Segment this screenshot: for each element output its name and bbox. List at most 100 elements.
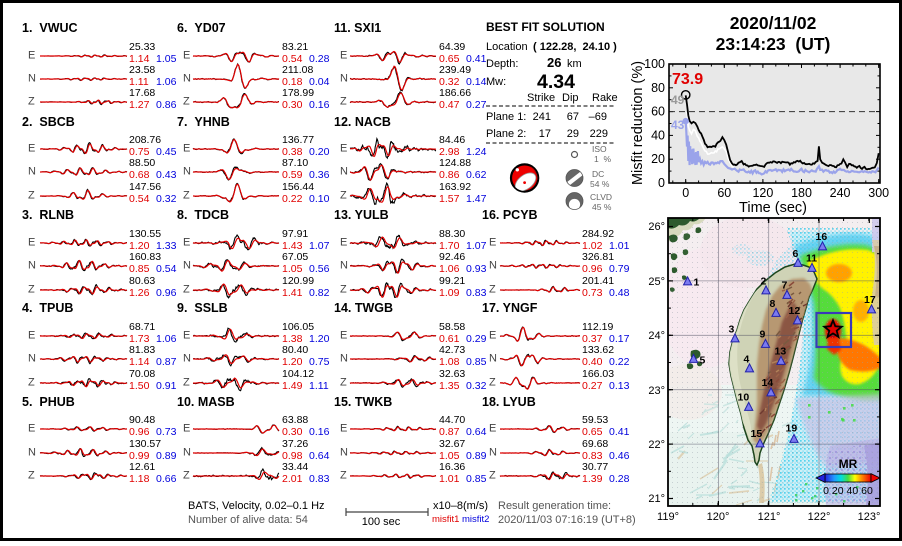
svg-text:37.26: 37.26 <box>282 438 308 450</box>
svg-text:136.77: 136.77 <box>282 134 314 146</box>
svg-text:80: 80 <box>651 81 665 95</box>
svg-text:0.87: 0.87 <box>156 356 177 368</box>
svg-text:0.89: 0.89 <box>466 450 487 462</box>
svg-text:Location: Location <box>486 41 528 53</box>
svg-text:25.33: 25.33 <box>129 41 155 53</box>
svg-text:Z: Z <box>340 284 347 296</box>
svg-text:N: N <box>183 447 191 459</box>
svg-text:33.44: 33.44 <box>282 461 308 473</box>
svg-text:208.76: 208.76 <box>129 134 161 146</box>
svg-text:0.66: 0.66 <box>156 473 177 485</box>
svg-text:1.06: 1.06 <box>156 333 177 345</box>
svg-text:0.82: 0.82 <box>309 287 330 299</box>
svg-text:67: 67 <box>567 111 579 123</box>
svg-text:15. TWKB: 15. TWKB <box>334 395 392 409</box>
svg-text:BATS, Velocity, 0.02–0.1 Hz: BATS, Velocity, 0.02–0.1 Hz <box>188 500 325 512</box>
svg-text:0.73: 0.73 <box>582 287 603 299</box>
svg-text:12. NACB: 12. NACB <box>334 115 391 129</box>
svg-text:13. YULB: 13. YULB <box>334 208 389 222</box>
svg-text:10. MASB: 10. MASB <box>177 395 235 409</box>
svg-text:E: E <box>340 330 347 342</box>
svg-text:26°: 26° <box>648 221 665 233</box>
svg-text:0.59: 0.59 <box>282 169 303 181</box>
svg-text:0.20: 0.20 <box>309 146 330 158</box>
svg-text:80.40: 80.40 <box>282 344 308 356</box>
svg-text:30.77: 30.77 <box>582 461 608 473</box>
svg-text:99.21: 99.21 <box>439 275 465 287</box>
svg-text:1.05: 1.05 <box>282 263 303 275</box>
svg-text:1.41: 1.41 <box>282 287 303 299</box>
svg-text:156.44: 156.44 <box>282 181 314 193</box>
svg-text:MR: MR <box>839 457 858 471</box>
svg-text:CLVD: CLVD <box>590 192 612 202</box>
svg-text:12.61: 12.61 <box>129 461 155 473</box>
svg-text:0.32: 0.32 <box>156 193 177 205</box>
svg-text:284.92: 284.92 <box>582 228 614 240</box>
svg-text:Result generation time:: Result generation time: <box>498 500 611 512</box>
svg-text:2.01: 2.01 <box>282 473 303 485</box>
svg-text:E: E <box>489 330 496 342</box>
svg-text:8: 8 <box>770 298 776 310</box>
svg-text:60: 60 <box>651 105 665 119</box>
svg-text:1.20: 1.20 <box>282 356 303 368</box>
svg-text:16: 16 <box>816 231 828 243</box>
svg-text:23°: 23° <box>648 385 665 397</box>
svg-text:1.05: 1.05 <box>156 53 177 65</box>
svg-text:147.56: 147.56 <box>129 181 161 193</box>
svg-text:4.34: 4.34 <box>537 71 575 93</box>
svg-text:1.24: 1.24 <box>466 146 487 158</box>
svg-text:x10–8(m/s): x10–8(m/s) <box>433 500 488 512</box>
svg-text:1.07: 1.07 <box>309 240 330 252</box>
svg-text:0.36: 0.36 <box>309 169 330 181</box>
svg-text:17. YNGF: 17. YNGF <box>482 301 538 315</box>
svg-text:6: 6 <box>793 248 799 260</box>
svg-text:1 %: 1 % <box>594 154 611 164</box>
svg-text:326.81: 326.81 <box>582 251 614 263</box>
svg-text:92.46: 92.46 <box>439 251 465 263</box>
svg-text:11: 11 <box>806 253 817 265</box>
svg-text:Z: Z <box>183 284 190 296</box>
svg-text:17.68: 17.68 <box>129 87 155 99</box>
svg-text:Z: Z <box>340 190 347 202</box>
svg-text:1. VWUC: 1. VWUC <box>22 21 78 35</box>
svg-text:123°: 123° <box>858 511 881 523</box>
svg-text:Rake: Rake <box>592 92 618 104</box>
svg-text:N: N <box>28 447 36 459</box>
svg-text:84.46: 84.46 <box>439 134 465 146</box>
svg-text:1.06: 1.06 <box>439 263 460 275</box>
svg-text:0.68: 0.68 <box>129 169 150 181</box>
svg-text:4: 4 <box>744 354 750 366</box>
svg-text:0.54: 0.54 <box>282 53 303 65</box>
svg-text:100: 100 <box>644 57 665 71</box>
svg-text:9. SSLB: 9. SSLB <box>177 301 228 315</box>
svg-text:2020/11/02: 2020/11/02 <box>730 13 817 33</box>
svg-text:E: E <box>489 237 496 249</box>
svg-text:E: E <box>340 423 347 435</box>
svg-text:Z: Z <box>489 470 496 482</box>
svg-text:0.41: 0.41 <box>466 53 487 65</box>
svg-text:Z: Z <box>28 377 35 389</box>
svg-text:N: N <box>340 260 348 272</box>
svg-text:0.46: 0.46 <box>609 450 630 462</box>
svg-text:1.49: 1.49 <box>282 380 303 392</box>
svg-text:Strike: Strike <box>527 92 555 104</box>
svg-text:Plane 2:: Plane 2: <box>486 128 526 140</box>
svg-text:0.37: 0.37 <box>582 333 603 345</box>
svg-text:0.27: 0.27 <box>466 99 487 111</box>
svg-text:N: N <box>183 73 191 85</box>
svg-text:0.83: 0.83 <box>582 450 603 462</box>
svg-text:7. YHNB: 7. YHNB <box>177 115 230 129</box>
svg-text:E: E <box>28 237 35 249</box>
svg-text:15: 15 <box>751 428 763 440</box>
svg-text:88.50: 88.50 <box>129 157 155 169</box>
svg-text:0.14: 0.14 <box>466 76 487 88</box>
svg-text:0.54: 0.54 <box>129 193 150 205</box>
svg-text:1.57: 1.57 <box>439 193 460 205</box>
svg-text:N: N <box>28 73 36 85</box>
svg-text:N: N <box>340 73 348 85</box>
svg-text:E: E <box>28 143 35 155</box>
svg-text:E: E <box>183 237 190 249</box>
svg-text:1.05: 1.05 <box>439 450 460 462</box>
svg-text:1.08: 1.08 <box>439 356 460 368</box>
svg-text:10: 10 <box>738 392 750 404</box>
